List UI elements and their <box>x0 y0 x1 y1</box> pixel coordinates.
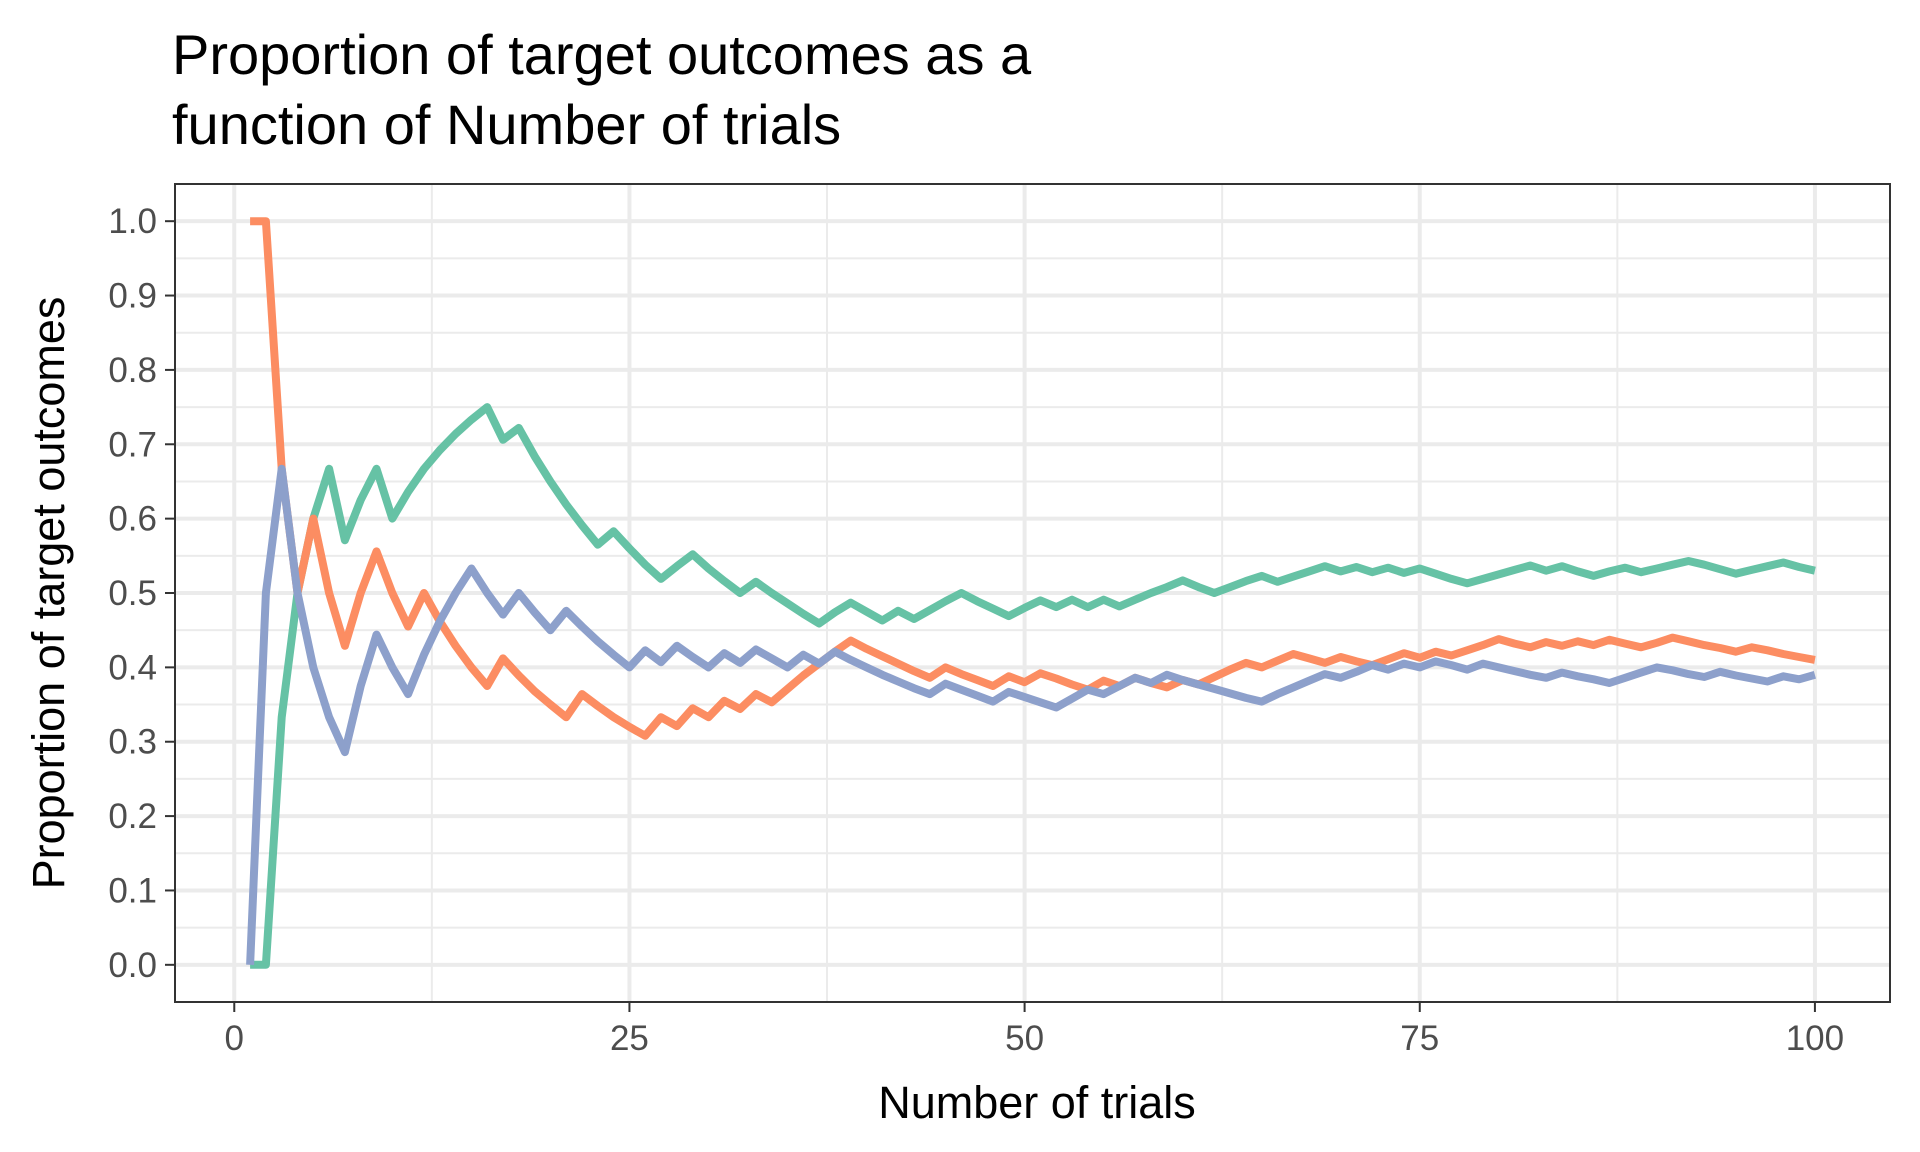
y-tick-label: 0.0 <box>108 946 157 985</box>
x-tick-label: 50 <box>1005 1019 1044 1058</box>
chart-title-line-2: function of Number of trials <box>172 93 842 156</box>
series-line-2 <box>250 217 1816 740</box>
chart-title-line-1: Proportion of target outcomes as a <box>172 23 1032 86</box>
series-line-1 <box>250 403 1816 969</box>
series-lines <box>246 217 1816 969</box>
x-axis: 0 25 50 75 100 <box>225 1002 1844 1058</box>
y-tick-label: 0.4 <box>108 648 157 687</box>
x-tick-label: 75 <box>1400 1019 1439 1058</box>
y-axis-title: Proportion of target outcomes <box>23 297 74 890</box>
y-tick-label: 0.2 <box>108 797 157 836</box>
y-tick-label: 0.6 <box>108 500 157 539</box>
x-axis-title: Number of trials <box>878 1077 1196 1128</box>
series-line-3 <box>246 464 1816 965</box>
major-gridlines <box>175 184 1890 1002</box>
y-axis: 0.0 0.1 0.2 0.3 0.4 0.5 0.6 0.7 0.8 0.9 1.0 <box>108 202 175 985</box>
x-tick-label: 25 <box>610 1019 649 1058</box>
y-tick-label: 0.9 <box>108 277 157 316</box>
chart-title: Proportion of target outcomes as a funct… <box>172 20 1572 160</box>
y-tick-label: 0.1 <box>108 871 157 910</box>
y-tick-label: 0.7 <box>108 425 157 464</box>
y-tick-label: 0.8 <box>108 351 157 390</box>
y-tick-label: 1.0 <box>108 202 157 241</box>
minor-gridlines <box>175 184 1890 1002</box>
x-tick-label: 0 <box>225 1019 244 1058</box>
x-tick-label: 100 <box>1786 1019 1844 1058</box>
y-tick-label: 0.5 <box>108 574 157 613</box>
y-tick-label: 0.3 <box>108 723 157 762</box>
